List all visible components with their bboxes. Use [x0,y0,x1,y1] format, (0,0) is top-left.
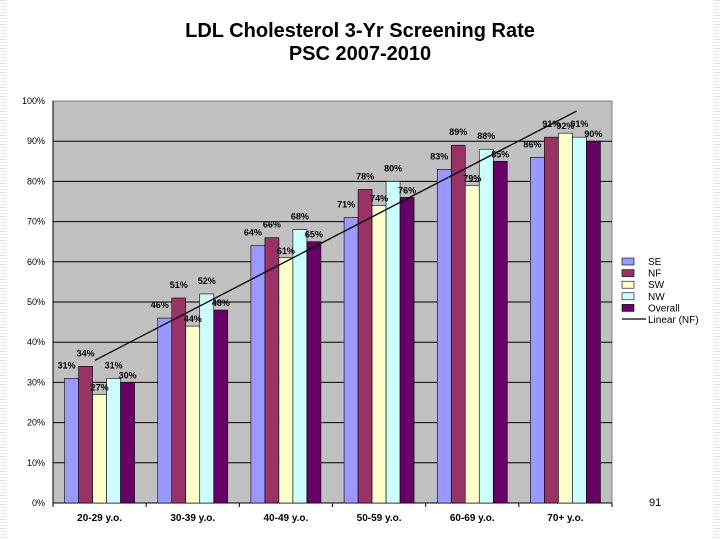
bar-nf-4 [357,189,373,504]
bar-overall-1 [120,382,135,504]
bar-se-4 [343,217,359,504]
data-label-se: 46% [151,300,169,310]
data-label-nf: 51% [170,280,188,290]
data-label-se: 71% [337,200,355,210]
bar-se-6 [530,156,545,504]
data-label-nw: 68% [291,212,309,222]
legend-label-nw: NW [648,292,665,303]
y-tick-label: 90% [27,136,45,146]
legend-swatch-nw [621,292,635,301]
data-label-sw: 61% [277,246,295,256]
data-label-sw: 27% [91,382,109,392]
data-label-nf: 34% [77,348,95,358]
data-label-nw: 31% [105,360,123,370]
y-tick-label: 70% [27,217,45,227]
x-category-label: 20-29 y.o. [77,513,122,524]
data-label-nw: 91% [570,119,588,129]
bar-nw-6 [572,136,587,504]
y-tick-label: 0% [32,498,45,508]
x-category-label: 70+ y.o. [547,513,583,524]
y-tick-label: 30% [27,377,45,387]
y-tick-label: 20% [27,418,45,428]
bar-sw-2 [185,325,201,504]
data-label-overall: 48% [212,298,230,308]
bar-sw-5 [464,185,480,504]
chart-title: LDL Cholesterol 3-Yr Screening Rate PSC … [0,20,720,66]
bar-nw-4 [385,181,401,504]
y-tick-label: 80% [27,176,45,186]
data-label-sw: 92% [556,121,574,131]
bar-nw-5 [478,148,494,504]
y-tick-label: 10% [27,458,45,468]
data-label-se: 86% [523,139,541,149]
bar-nf-5 [450,144,466,504]
data-label-nf: 91% [542,119,560,129]
bar-se-3 [250,245,266,504]
x-category-label: 50-59 y.o. [357,513,402,524]
legend-swatch-nf [621,269,635,277]
page-number: 91 [649,497,662,509]
legend-swatch-sw [621,280,635,289]
bar-sw-1 [92,394,107,504]
left-edge-decoration [0,0,7,540]
bar-overall-6 [586,140,601,504]
data-label-nw: 52% [198,276,216,286]
legend-label-trendline: Linear (NF) [648,315,699,326]
legend-label-overall: Overall [648,303,680,314]
x-category-label: 60-69 y.o. [450,513,495,524]
x-category-label: 30-39 y.o. [170,513,215,524]
data-label-nw: 80% [384,163,402,173]
y-tick-label: 100% [22,96,45,106]
bar-nw-3 [292,229,308,504]
legend-label-se: SE [648,257,662,268]
data-label-sw: 44% [184,314,202,324]
right-edge-decoration [713,0,720,540]
x-category-label: 40-49 y.o. [263,513,308,524]
data-label-overall: 76% [398,185,416,195]
data-label-sw: 79% [463,173,481,183]
bar-nf-3 [264,237,280,504]
data-label-se: 31% [58,360,76,370]
data-label-nf: 89% [449,127,467,137]
data-label-overall: 85% [491,149,509,159]
bar-sw-4 [371,205,387,504]
data-label-nf: 66% [263,220,281,230]
bar-overall-4 [399,197,415,504]
data-label-nw: 88% [477,131,495,141]
data-label-overall: 90% [584,129,602,139]
legend-swatch-overall [621,304,635,312]
data-label-nf: 78% [356,171,374,181]
bar-sw-6 [558,132,573,504]
bar-sw-3 [278,257,294,504]
bar-se-1 [64,378,79,504]
bar-nf-2 [171,297,187,504]
data-label-sw: 74% [370,194,388,204]
bar-overall-2 [213,309,229,504]
y-tick-label: 60% [27,257,45,267]
data-label-se: 64% [244,228,262,238]
bar-se-2 [157,317,173,504]
data-label-overall: 30% [119,370,137,380]
chart-subtitle-line: PSC 2007-2010 [288,43,432,65]
trendline-linear-nf [94,110,577,361]
data-label-overall: 65% [305,230,323,240]
y-tick-label: 40% [27,337,45,347]
bar-nf-6 [544,136,559,504]
bar-se-5 [436,169,452,504]
chart-title-line: LDL Cholesterol 3-Yr Screening Rate [185,20,535,42]
bar-overall-3 [306,241,322,504]
legend-label-sw: SW [648,280,665,291]
bar-nw-2 [199,293,215,504]
legend-label-nf: NF [648,269,661,280]
y-tick-label: 50% [27,297,45,307]
legend-swatch-se [621,257,635,266]
bar-nw-1 [106,378,121,504]
data-label-se: 83% [430,151,448,161]
bar-overall-5 [492,161,508,504]
